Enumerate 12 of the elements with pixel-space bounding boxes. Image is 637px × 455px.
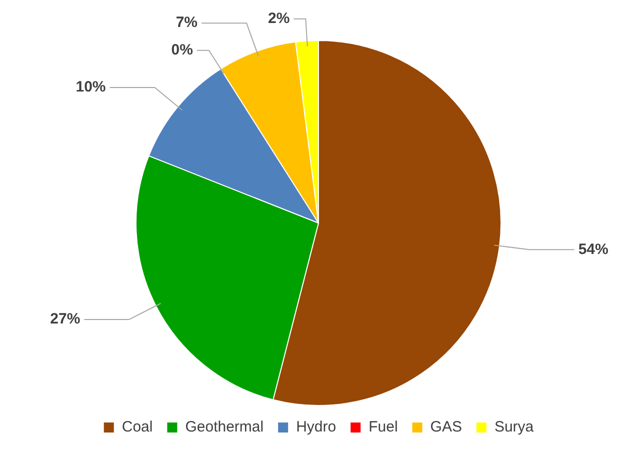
legend-label: Hydro	[296, 418, 336, 436]
legend-label: Surya	[494, 418, 534, 436]
text: 0%	[171, 41, 193, 58]
legend-label: Coal	[122, 418, 153, 436]
data-label: 2%	[268, 10, 290, 28]
data-label: 54%	[578, 240, 608, 258]
legend-label: Fuel	[368, 418, 398, 436]
data-label: 10%	[76, 78, 106, 96]
data-label: 27%	[50, 310, 80, 328]
legend-label: Geothermal	[185, 418, 264, 436]
legend-label: GAS	[430, 418, 462, 436]
data-label: 7%	[176, 14, 198, 32]
